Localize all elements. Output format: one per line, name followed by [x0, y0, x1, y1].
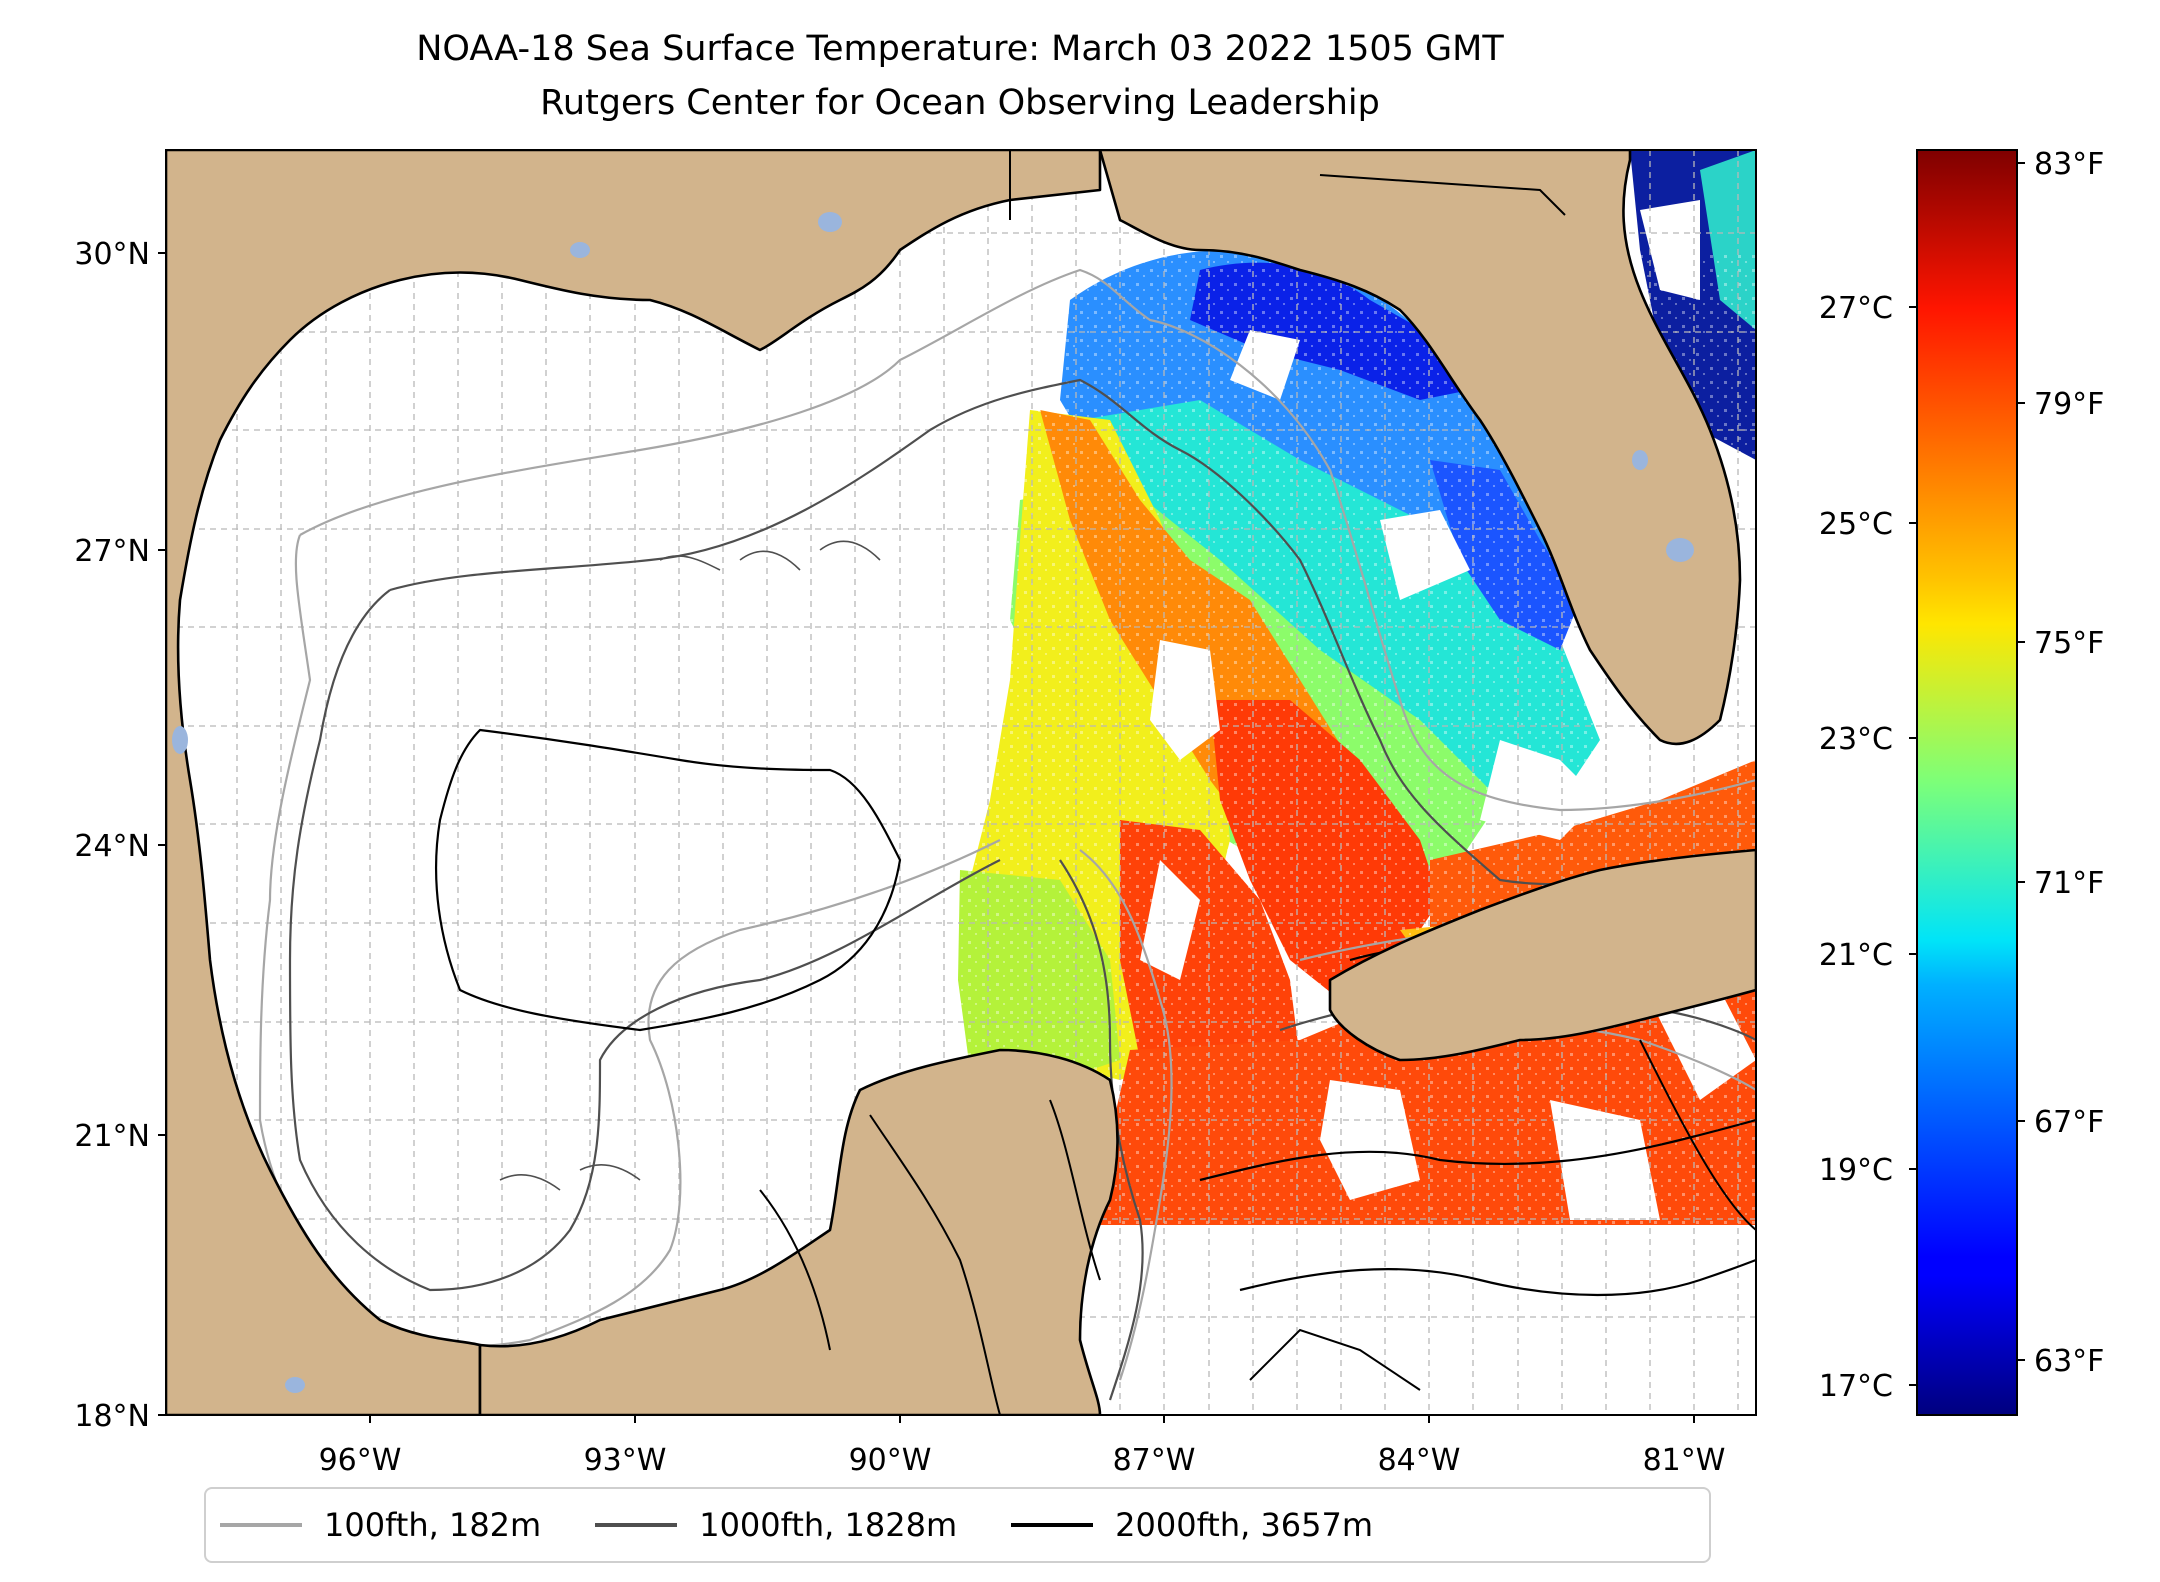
- map-title: NOAA-18 Sea Surface Temperature: March 0…: [416, 29, 1504, 69]
- legend-item-2000fth: 2000fth, 3657m: [1011, 1506, 1373, 1544]
- lon-label-84: 84°W: [1378, 1443, 1461, 1478]
- land-florida: [1098, 150, 1742, 746]
- legend-label-2000fth: 2000fth, 3657m: [1115, 1506, 1374, 1544]
- lon-label-87: 87°W: [1113, 1443, 1196, 1478]
- legend-item-100fth: 100fth, 182m: [220, 1506, 541, 1544]
- colorbar-gradient: [1916, 149, 2018, 1416]
- fahrenheit-tick-67: 67°F: [2034, 1105, 2104, 1140]
- fahrenheit-tick-79: 79°F: [2034, 387, 2104, 422]
- latitude-labels: 30°N 27°N 24°N 21°N 18°N: [74, 237, 166, 1434]
- celsius-ticks: 27°C 25°C 23°C 21°C 19°C 17°C: [1819, 291, 1917, 1404]
- fahrenheit-ticks: 83°F 79°F 75°F 71°F 67°F 63°F: [2017, 147, 2104, 1379]
- celsius-tick-21: 21°C: [1819, 938, 1893, 973]
- lon-label-90: 90°W: [849, 1443, 932, 1478]
- contour-legend: 100fth, 182m 1000fth, 1828m 2000fth, 365…: [204, 1487, 1711, 1563]
- legend-label-100fth: 100fth, 182m: [324, 1506, 542, 1544]
- land-us-mexico-west: [166, 150, 1102, 1415]
- lon-label-93: 93°W: [584, 1443, 667, 1478]
- lakes: [172, 212, 1694, 1393]
- lat-label-18: 18°N: [74, 1399, 150, 1434]
- map-frame: [165, 149, 1757, 1416]
- land-layer: [166, 150, 1756, 1415]
- celsius-tick-23: 23°C: [1819, 722, 1893, 757]
- fahrenheit-tick-75: 75°F: [2034, 626, 2104, 661]
- map-area: [166, 150, 1756, 1415]
- lat-label-21: 21°N: [74, 1119, 150, 1154]
- fahrenheit-tick-63: 63°F: [2034, 1344, 2104, 1379]
- map-subtitle: Rutgers Center for Ocean Observing Leade…: [540, 83, 1380, 123]
- land-mexico-south: [478, 1048, 1119, 1415]
- celsius-tick-25: 25°C: [1819, 507, 1893, 542]
- colorbar: 27°C 25°C 23°C 21°C 19°C 17°C 83°F 79°F …: [1819, 147, 2104, 1416]
- longitude-labels: 96°W 93°W 90°W 87°W 84°W 81°W: [319, 1415, 1726, 1478]
- celsius-tick-19: 19°C: [1819, 1153, 1893, 1188]
- lon-label-96: 96°W: [319, 1443, 402, 1478]
- fahrenheit-tick-71: 71°F: [2034, 866, 2104, 901]
- fahrenheit-tick-83: 83°F: [2034, 147, 2104, 182]
- legend-label-1000fth: 1000fth, 1828m: [699, 1506, 958, 1544]
- land-cuba: [1328, 848, 1756, 1062]
- legend-swatch-1000fth: [595, 1523, 678, 1527]
- lon-label-81: 81°W: [1643, 1443, 1726, 1478]
- legend-item-1000fth: 1000fth, 1828m: [595, 1506, 957, 1544]
- country-borders: [759, 150, 1756, 1415]
- celsius-tick-17: 17°C: [1819, 1369, 1893, 1404]
- celsius-tick-27: 27°C: [1819, 291, 1893, 326]
- legend-swatch-2000fth: [1011, 1523, 1094, 1527]
- lat-label-27: 27°N: [74, 534, 150, 569]
- contour-1000fth: [288, 378, 1756, 1401]
- lat-label-24: 24°N: [74, 829, 150, 864]
- contour-small-eddies: [499, 540, 881, 1191]
- lat-label-30: 30°N: [74, 237, 150, 272]
- legend-swatch-100fth: [220, 1523, 302, 1527]
